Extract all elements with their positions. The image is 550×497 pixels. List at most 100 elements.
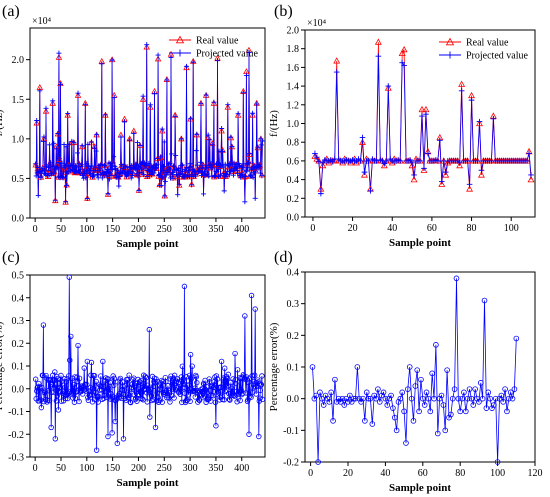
projected-value-marker — [134, 140, 140, 146]
y-multiplier-label: ×10⁴ — [32, 16, 52, 27]
projected-value-marker — [117, 174, 123, 180]
error-marker — [339, 395, 346, 402]
error-marker — [40, 322, 47, 328]
projected-value-marker — [71, 140, 77, 146]
projected-value-marker — [200, 162, 206, 168]
error-marker — [140, 397, 146, 403]
error-marker — [106, 389, 113, 396]
y-tick-label: 0.3 — [12, 316, 25, 327]
panel-label-b: (b) — [274, 3, 293, 20]
error-marker — [436, 395, 443, 402]
x-tick-label: 250 — [157, 224, 172, 235]
x-tick-label: 100 — [504, 223, 519, 234]
projected-value-marker — [34, 117, 40, 123]
real-value-marker — [158, 127, 166, 134]
projected-value-marker — [88, 139, 94, 145]
projected-value-marker — [359, 134, 366, 141]
error-marker — [440, 402, 447, 408]
error-marker — [111, 375, 117, 382]
plot-frame — [304, 271, 536, 463]
projected-value-marker — [143, 162, 149, 168]
error-marker — [36, 380, 42, 387]
x-tick-label: 0 — [308, 468, 313, 479]
y-tick-label: 1.0 — [12, 134, 25, 145]
real-value-marker — [380, 161, 388, 169]
projected-value-marker — [243, 73, 249, 79]
error-marker — [114, 440, 120, 447]
error-marker — [487, 395, 493, 402]
x-axis-label: Sample point — [389, 482, 451, 494]
real-value-marker — [183, 64, 190, 71]
error-marker — [51, 377, 57, 383]
y-tick-label: 1.5 — [12, 95, 25, 106]
projected-value-marker — [169, 151, 175, 157]
projected-value-marker — [164, 77, 170, 83]
projected-value-marker — [84, 160, 90, 166]
projected-value-marker — [172, 113, 178, 119]
error-marker — [72, 374, 78, 380]
projected-value-marker — [230, 172, 236, 178]
projected-value-marker — [220, 148, 226, 154]
error-marker — [463, 408, 469, 415]
projected-value-marker — [178, 136, 184, 142]
error-marker — [221, 397, 227, 403]
y-tick-label: 0.4 — [287, 175, 300, 186]
error-marker — [109, 430, 115, 436]
projected-value-marker — [99, 61, 105, 67]
projected-value-marker — [361, 169, 368, 175]
error-marker — [225, 371, 232, 378]
error-marker — [474, 395, 480, 402]
projected-value-marker — [381, 160, 388, 167]
error-marker — [88, 359, 95, 366]
projected-value-marker — [466, 181, 473, 188]
projected-value-marker — [154, 164, 160, 170]
error-marker — [71, 381, 77, 388]
error-marker — [384, 402, 391, 408]
error-marker — [61, 376, 68, 382]
legend-real-label: Real value — [466, 38, 509, 49]
plot-frame — [29, 27, 266, 219]
projected-value-marker — [104, 173, 110, 179]
projected-value-marker — [258, 142, 264, 148]
error-marker — [118, 395, 125, 402]
projected-value-marker — [142, 165, 148, 171]
error-marker — [494, 459, 501, 465]
projected-value-marker — [168, 54, 174, 60]
projected-value-marker — [107, 170, 113, 176]
projected-value-marker — [65, 111, 71, 117]
plot-frame — [29, 274, 266, 458]
projected-value-marker — [244, 161, 250, 167]
projected-value-marker — [75, 90, 81, 96]
error-marker — [87, 392, 93, 398]
error-marker — [401, 408, 407, 415]
error-marker — [51, 389, 57, 395]
x-tick-label: 400 — [234, 463, 249, 474]
projected-value-marker — [318, 190, 324, 197]
error-marker — [138, 377, 144, 384]
projected-value-marker — [130, 170, 136, 176]
y-tick-label: -0.2 — [8, 430, 24, 441]
projected-value-marker — [254, 101, 260, 107]
error-marker — [410, 418, 417, 424]
projected-value-marker — [109, 57, 115, 63]
error-marker — [187, 351, 194, 358]
projected-value-marker — [226, 163, 232, 169]
projected-value-marker — [458, 87, 465, 94]
projected-value-marker — [468, 97, 475, 103]
projected-value-marker — [189, 182, 195, 188]
error-marker — [343, 395, 349, 402]
x-tick-label: 300 — [183, 463, 198, 474]
projected-value-marker — [118, 134, 124, 140]
projected-value-marker — [84, 196, 90, 202]
projected-value-marker — [87, 171, 93, 177]
error-marker — [233, 380, 239, 387]
error-marker — [54, 392, 61, 399]
error-marker — [489, 405, 495, 411]
error-marker — [373, 395, 379, 402]
projected-value-marker — [235, 111, 241, 117]
error-marker — [234, 367, 241, 373]
real-value-marker — [175, 35, 185, 44]
projected-value-marker — [46, 164, 52, 170]
error-marker — [142, 373, 148, 380]
error-marker — [421, 402, 428, 408]
